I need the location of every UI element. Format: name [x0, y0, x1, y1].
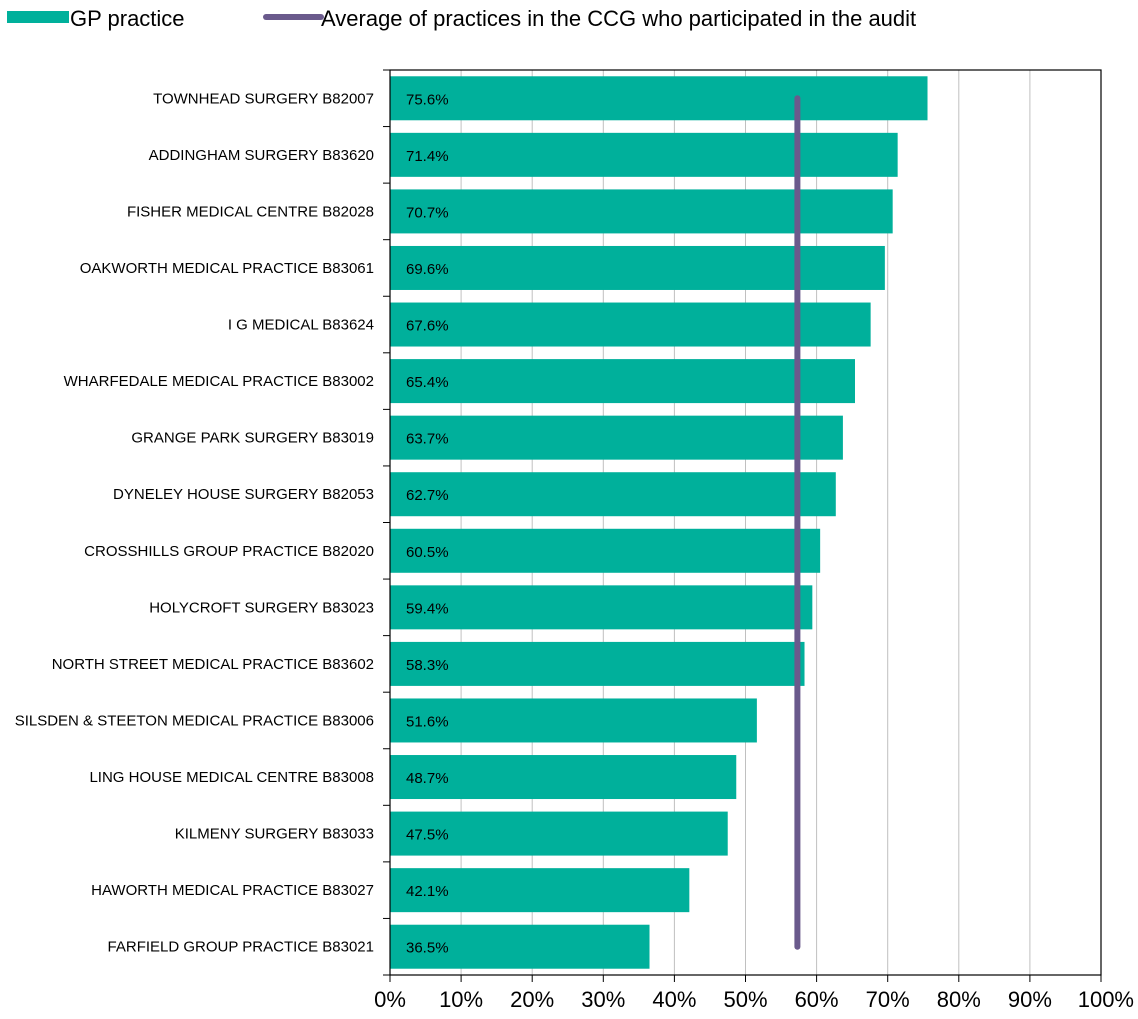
category-label: SILSDEN & STEETON MEDICAL PRACTICE B8300…	[15, 712, 374, 729]
data-label: 70.7%	[406, 204, 449, 221]
x-tick-label: 10%	[439, 987, 483, 1012]
bar	[390, 76, 928, 121]
category-label: CROSSHILLS GROUP PRACTICE B82020	[84, 543, 374, 560]
category-label: NORTH STREET MEDICAL PRACTICE B83602	[52, 656, 374, 673]
data-label: 36.5%	[406, 940, 449, 957]
x-tick-label: 30%	[581, 987, 625, 1012]
x-tick-label: 20%	[510, 987, 554, 1012]
x-tick-label: 70%	[866, 987, 910, 1012]
data-label: 65.4%	[406, 374, 449, 391]
category-label: DYNELEY HOUSE SURGERY B82053	[113, 486, 374, 503]
data-label: 63.7%	[406, 431, 449, 448]
category-label: I G MEDICAL B83624	[228, 317, 374, 334]
bar	[390, 189, 893, 234]
x-tick-label: 50%	[723, 987, 767, 1012]
bar	[390, 415, 843, 460]
bar	[390, 698, 757, 743]
legend-line-label: Average of practices in the CCG who part…	[321, 6, 916, 31]
data-label: 69.6%	[406, 261, 449, 278]
x-tick-label: 60%	[795, 987, 839, 1012]
data-label: 59.4%	[406, 600, 449, 617]
category-label: KILMENY SURGERY B83033	[175, 826, 374, 843]
bar	[390, 359, 855, 404]
data-label: 58.3%	[406, 657, 449, 674]
category-label: ADDINGHAM SURGERY B83620	[149, 147, 374, 164]
bar	[390, 811, 728, 856]
legend-bar-swatch	[7, 11, 69, 23]
data-label: 51.6%	[406, 713, 449, 730]
data-label: 60.5%	[406, 544, 449, 561]
bar	[390, 528, 821, 573]
category-label: FARFIELD GROUP PRACTICE B83021	[108, 939, 374, 956]
data-label: 47.5%	[406, 827, 449, 844]
bar	[390, 472, 836, 517]
category-label: TOWNHEAD SURGERY B82007	[153, 90, 374, 107]
bar	[390, 868, 690, 913]
bar	[390, 924, 650, 969]
x-tick-label: 100%	[1078, 987, 1134, 1012]
bar	[390, 132, 898, 177]
category-label: OAKWORTH MEDICAL PRACTICE B83061	[80, 260, 374, 277]
legend: GP practice Average of practices in the …	[7, 6, 916, 31]
category-label: WHARFEDALE MEDICAL PRACTICE B83002	[64, 373, 374, 390]
x-tick-label: 80%	[937, 987, 981, 1012]
category-label: FISHER MEDICAL CENTRE B82028	[127, 203, 374, 220]
plot-area: 75.6% TOWNHEAD SURGERY B82007 71.4% ADDINGH…	[15, 69, 1134, 1012]
category-label: HAWORTH MEDICAL PRACTICE B83027	[91, 882, 374, 899]
bar	[390, 245, 885, 290]
x-tick-label: 90%	[1008, 987, 1052, 1012]
bar	[390, 302, 871, 347]
x-tick-label: 40%	[652, 987, 696, 1012]
data-label: 67.6%	[406, 318, 449, 335]
data-label: 75.6%	[406, 91, 449, 108]
category-label: HOLYCROFT SURGERY B83023	[149, 599, 374, 616]
data-label: 48.7%	[406, 770, 449, 787]
category-label: LING HOUSE MEDICAL CENTRE B83008	[89, 769, 374, 786]
category-label: GRANGE PARK SURGERY B83019	[131, 430, 374, 447]
data-label: 62.7%	[406, 487, 449, 504]
bar	[390, 585, 813, 630]
x-tick-label: 0%	[374, 987, 406, 1012]
data-label: 71.4%	[406, 148, 449, 165]
bar	[390, 755, 737, 800]
data-label: 42.1%	[406, 883, 449, 900]
legend-bar-label: GP practice	[70, 6, 185, 31]
bar	[390, 641, 805, 686]
